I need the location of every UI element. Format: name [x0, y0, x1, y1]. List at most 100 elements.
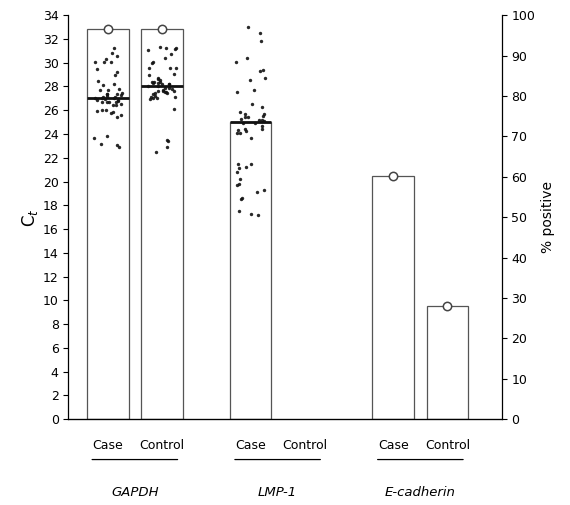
Point — [235, 108, 245, 116]
Point — [113, 96, 123, 104]
Point — [115, 143, 124, 151]
Point — [99, 58, 108, 66]
Point — [90, 94, 99, 103]
Text: Control: Control — [140, 439, 185, 452]
Point — [103, 132, 112, 140]
Point — [233, 88, 242, 96]
Text: Control: Control — [425, 439, 470, 452]
Point — [247, 133, 256, 141]
Point — [147, 59, 156, 67]
Point — [160, 88, 169, 96]
Point — [109, 101, 118, 109]
Point — [104, 98, 113, 106]
Point — [258, 104, 267, 112]
Point — [257, 37, 266, 45]
Point — [167, 50, 176, 58]
Point — [149, 90, 158, 98]
Point — [169, 105, 178, 113]
Point — [243, 54, 252, 62]
Y-axis label: C$_t$: C$_t$ — [20, 208, 40, 227]
Point — [92, 96, 101, 105]
Point — [110, 71, 119, 79]
Point — [256, 29, 265, 37]
Point — [240, 113, 249, 121]
Point — [254, 116, 263, 124]
Point — [260, 110, 269, 118]
Point — [112, 90, 121, 98]
Point — [112, 52, 121, 60]
Point — [153, 82, 162, 90]
Point — [162, 88, 171, 96]
Point — [116, 99, 125, 108]
Point — [158, 86, 167, 94]
Point — [170, 87, 179, 95]
Point — [247, 160, 256, 168]
Point — [103, 90, 112, 98]
Point — [234, 207, 243, 215]
Point — [172, 44, 181, 52]
Point — [165, 84, 174, 92]
Point — [258, 117, 267, 125]
Point — [255, 67, 264, 75]
Point — [108, 108, 117, 116]
Point — [235, 175, 245, 183]
Point — [234, 164, 243, 172]
Point — [89, 134, 99, 142]
Point — [153, 75, 162, 83]
Point — [241, 110, 250, 118]
Point — [101, 94, 110, 103]
Point — [148, 79, 157, 87]
Point — [153, 79, 162, 87]
Point — [102, 98, 111, 106]
Point — [155, 42, 164, 50]
Point — [164, 137, 173, 145]
Point — [236, 129, 245, 137]
Point — [98, 93, 107, 101]
Point — [112, 141, 121, 149]
Point — [112, 113, 121, 121]
Y-axis label: % positive: % positive — [541, 181, 555, 253]
Point — [147, 78, 156, 86]
Point — [106, 109, 115, 117]
Point — [171, 45, 180, 53]
Point — [236, 194, 245, 203]
Point — [242, 163, 251, 171]
Point — [115, 85, 124, 93]
Point — [167, 85, 176, 93]
Point — [259, 186, 268, 194]
Point — [259, 66, 268, 74]
Point — [148, 93, 157, 102]
Text: Case: Case — [92, 439, 123, 452]
Point — [258, 122, 267, 130]
Point — [257, 125, 266, 133]
Point — [157, 80, 166, 88]
Point — [162, 89, 172, 97]
Point — [238, 193, 247, 201]
Point — [161, 44, 170, 52]
Point — [148, 58, 157, 66]
Point — [231, 59, 241, 67]
Point — [247, 100, 256, 108]
Point — [151, 148, 160, 156]
Point — [95, 86, 104, 94]
Point — [154, 74, 163, 82]
Point — [146, 93, 155, 101]
Point — [170, 70, 179, 78]
Point — [156, 78, 165, 86]
Point — [145, 71, 154, 79]
Point — [254, 211, 263, 219]
Point — [160, 84, 169, 92]
Point — [111, 97, 120, 106]
Point — [112, 100, 121, 109]
Point — [243, 114, 253, 122]
Point — [165, 64, 174, 72]
Point — [113, 68, 122, 76]
Text: LMP-1: LMP-1 — [258, 486, 297, 499]
Point — [249, 86, 258, 94]
Point — [93, 65, 102, 73]
Point — [99, 81, 108, 89]
Text: E-cadherin: E-cadherin — [385, 486, 456, 499]
Point — [151, 92, 160, 100]
Point — [101, 107, 111, 115]
Point — [162, 136, 171, 144]
